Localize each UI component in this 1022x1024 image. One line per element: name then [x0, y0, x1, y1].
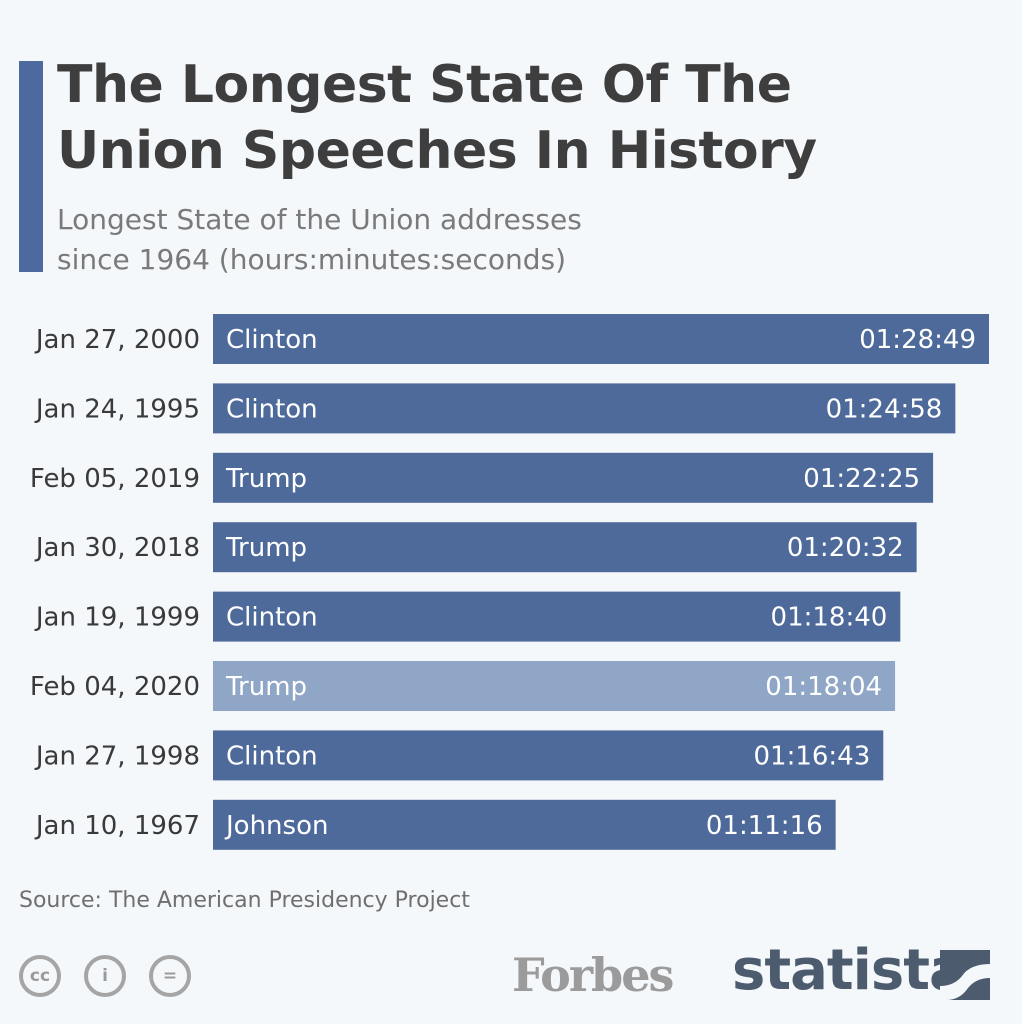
- value-label: 01:18:04: [765, 672, 882, 702]
- bar: [213, 799, 836, 850]
- bar-chart: Jan 27, 2000 Clinton 01:28:49 Jan 24, 1995 C…: [30, 314, 989, 850]
- bar: [213, 452, 934, 503]
- cc-icon: cc: [19, 955, 61, 997]
- title-accent-bar: [19, 61, 43, 272]
- value-label: 01:18:40: [771, 603, 888, 633]
- category-label: Jan 10, 1967: [34, 811, 200, 841]
- president-label: Clinton: [226, 603, 318, 633]
- bar: [213, 383, 956, 434]
- president-label: Johnson: [224, 811, 328, 841]
- bar: [213, 314, 989, 364]
- statista-logo: statista: [732, 938, 967, 1003]
- president-label: Clinton: [226, 741, 318, 771]
- no-derivatives-icon: =: [149, 955, 191, 997]
- category-label: Jan 24, 1995: [34, 394, 200, 424]
- bar: [213, 661, 896, 711]
- category-label: Feb 05, 2019: [30, 464, 200, 494]
- president-label: Trump: [225, 672, 307, 702]
- chart-title: The Longest State Of The Union Speeches I…: [57, 55, 817, 181]
- value-label: 01:16:43: [753, 741, 870, 771]
- bar: [213, 730, 884, 781]
- category-label: Jan 27, 1998: [34, 741, 200, 771]
- attribution-icon: i: [84, 955, 126, 997]
- value-label: 01:28:49: [859, 325, 976, 355]
- bar: [213, 591, 901, 642]
- president-label: Clinton: [226, 394, 318, 424]
- category-label: Jan 19, 1999: [34, 603, 200, 633]
- value-label: 01:11:16: [706, 811, 823, 841]
- value-label: 01:24:58: [826, 394, 943, 424]
- forbes-logo: Forbes: [512, 948, 674, 1002]
- statista-logo-icon: [940, 950, 990, 1000]
- category-label: Jan 27, 2000: [34, 325, 200, 355]
- category-label: Feb 04, 2020: [30, 672, 200, 702]
- president-label: Trump: [225, 533, 307, 563]
- bar: [213, 522, 917, 573]
- president-label: Trump: [225, 464, 307, 494]
- category-label: Jan 30, 2018: [34, 533, 200, 563]
- chart-subtitle: Longest State of the Union addresses sinc…: [57, 203, 582, 276]
- president-label: Clinton: [226, 325, 318, 355]
- source-note: Source: The American Presidency Project: [19, 888, 470, 913]
- value-label: 01:20:32: [787, 533, 904, 563]
- value-label: 01:22:25: [803, 464, 920, 494]
